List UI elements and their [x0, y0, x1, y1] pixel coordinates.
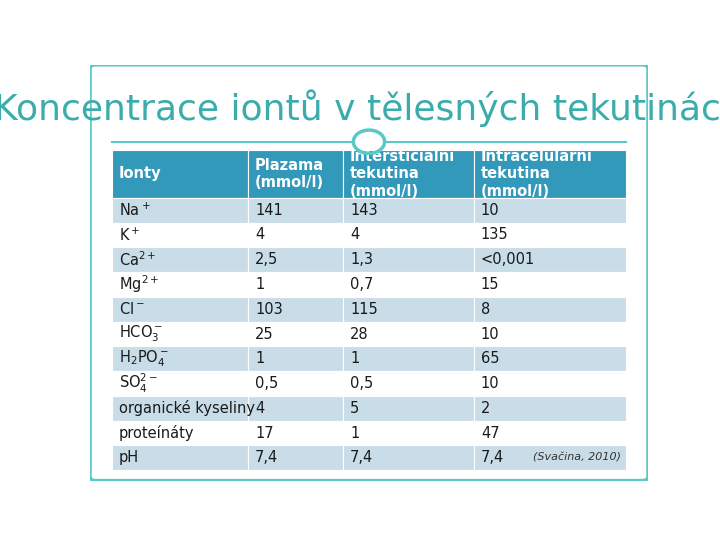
FancyBboxPatch shape: [112, 222, 248, 247]
Text: proteínáty: proteínáty: [119, 425, 194, 441]
FancyBboxPatch shape: [343, 421, 474, 446]
FancyBboxPatch shape: [248, 421, 343, 446]
FancyBboxPatch shape: [474, 297, 626, 322]
Text: pH: pH: [119, 450, 139, 465]
Text: 143: 143: [350, 202, 378, 218]
Text: 0,7: 0,7: [350, 277, 374, 292]
Text: 0,5: 0,5: [350, 376, 373, 391]
Text: 1: 1: [350, 426, 359, 441]
FancyBboxPatch shape: [474, 421, 626, 446]
Text: 15: 15: [481, 277, 500, 292]
FancyBboxPatch shape: [343, 272, 474, 297]
FancyBboxPatch shape: [248, 297, 343, 322]
Text: 4: 4: [255, 401, 264, 416]
FancyBboxPatch shape: [248, 150, 343, 198]
Text: 8: 8: [481, 302, 490, 317]
Text: 1: 1: [255, 277, 264, 292]
FancyBboxPatch shape: [343, 371, 474, 396]
FancyBboxPatch shape: [474, 396, 626, 421]
FancyBboxPatch shape: [343, 297, 474, 322]
FancyBboxPatch shape: [343, 150, 474, 198]
Text: H$_2$PO$_4^-$: H$_2$PO$_4^-$: [119, 348, 169, 369]
FancyBboxPatch shape: [343, 347, 474, 371]
FancyBboxPatch shape: [112, 297, 248, 322]
FancyBboxPatch shape: [474, 371, 626, 396]
FancyBboxPatch shape: [248, 322, 343, 347]
Text: Mg$^{2+}$: Mg$^{2+}$: [119, 274, 159, 295]
FancyBboxPatch shape: [248, 198, 343, 222]
Text: Na$^+$: Na$^+$: [119, 201, 150, 219]
Text: 4: 4: [255, 227, 264, 242]
Text: Ca$^{2+}$: Ca$^{2+}$: [119, 251, 156, 269]
Text: Koncentrace iontů v tělesných tekutinách: Koncentrace iontů v tělesných tekutinách: [0, 90, 720, 127]
FancyBboxPatch shape: [112, 150, 248, 198]
Text: 135: 135: [481, 227, 508, 242]
Text: 47: 47: [481, 426, 500, 441]
Text: SO$_4^{2-}$: SO$_4^{2-}$: [119, 372, 158, 395]
Text: 28: 28: [350, 327, 369, 341]
Text: 7,4: 7,4: [350, 450, 373, 465]
Text: 7,4: 7,4: [481, 450, 504, 465]
FancyBboxPatch shape: [474, 247, 626, 272]
Text: 17: 17: [255, 426, 274, 441]
Text: (Svačina, 2010): (Svačina, 2010): [534, 453, 621, 463]
FancyBboxPatch shape: [343, 247, 474, 272]
Text: 25: 25: [255, 327, 274, 341]
FancyBboxPatch shape: [474, 222, 626, 247]
FancyBboxPatch shape: [343, 222, 474, 247]
Text: 5: 5: [350, 401, 359, 416]
FancyBboxPatch shape: [112, 371, 248, 396]
Text: 65: 65: [481, 352, 500, 366]
Text: HCO$_3^-$: HCO$_3^-$: [119, 324, 163, 345]
Text: <0,001: <0,001: [481, 252, 535, 267]
FancyBboxPatch shape: [112, 347, 248, 371]
Text: Plazama
(mmol/l): Plazama (mmol/l): [255, 158, 324, 190]
Text: 4: 4: [350, 227, 359, 242]
Text: Intracelulární
tekutina
(mmol/l): Intracelulární tekutina (mmol/l): [481, 149, 593, 199]
FancyBboxPatch shape: [474, 347, 626, 371]
FancyBboxPatch shape: [248, 222, 343, 247]
FancyBboxPatch shape: [343, 322, 474, 347]
FancyBboxPatch shape: [112, 198, 248, 222]
FancyBboxPatch shape: [474, 446, 626, 470]
FancyBboxPatch shape: [112, 446, 248, 470]
FancyBboxPatch shape: [248, 272, 343, 297]
Text: 10: 10: [481, 327, 500, 341]
Text: 2,5: 2,5: [255, 252, 279, 267]
Text: K$^+$: K$^+$: [119, 226, 140, 244]
FancyBboxPatch shape: [248, 371, 343, 396]
Text: 1,3: 1,3: [350, 252, 373, 267]
Text: 2: 2: [481, 401, 490, 416]
Text: 1: 1: [350, 352, 359, 366]
FancyBboxPatch shape: [248, 446, 343, 470]
Text: 1: 1: [255, 352, 264, 366]
Text: 115: 115: [350, 302, 378, 317]
FancyBboxPatch shape: [474, 322, 626, 347]
Text: organické kyseliny: organické kyseliny: [119, 400, 255, 416]
FancyBboxPatch shape: [248, 396, 343, 421]
FancyBboxPatch shape: [474, 150, 626, 198]
FancyBboxPatch shape: [343, 198, 474, 222]
Text: Ionty: Ionty: [119, 166, 162, 181]
FancyBboxPatch shape: [474, 272, 626, 297]
Text: 0,5: 0,5: [255, 376, 279, 391]
Text: 7,4: 7,4: [255, 450, 279, 465]
Text: 103: 103: [255, 302, 283, 317]
FancyBboxPatch shape: [474, 198, 626, 222]
FancyBboxPatch shape: [343, 396, 474, 421]
FancyBboxPatch shape: [112, 272, 248, 297]
FancyBboxPatch shape: [112, 421, 248, 446]
FancyBboxPatch shape: [248, 347, 343, 371]
Text: 10: 10: [481, 202, 500, 218]
Text: 141: 141: [255, 202, 283, 218]
FancyBboxPatch shape: [90, 65, 648, 481]
FancyBboxPatch shape: [112, 322, 248, 347]
FancyBboxPatch shape: [112, 396, 248, 421]
FancyBboxPatch shape: [112, 247, 248, 272]
Text: Cl$^-$: Cl$^-$: [119, 301, 145, 318]
FancyBboxPatch shape: [248, 247, 343, 272]
FancyBboxPatch shape: [343, 446, 474, 470]
Text: Intersticiální
tekutina
(mmol/l): Intersticiální tekutina (mmol/l): [350, 149, 455, 199]
Text: 10: 10: [481, 376, 500, 391]
